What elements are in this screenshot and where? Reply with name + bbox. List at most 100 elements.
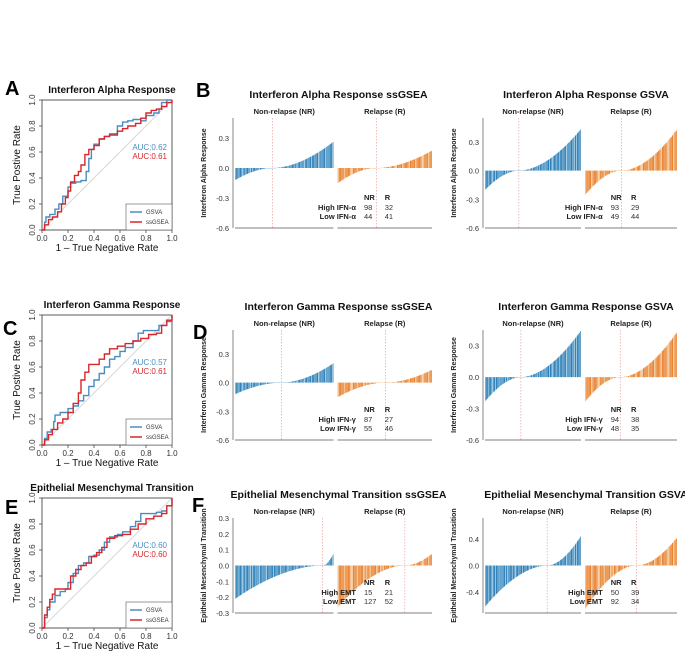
x-tick-label: 0.6 bbox=[114, 632, 126, 641]
bar-r bbox=[611, 377, 613, 379]
bar-nr bbox=[576, 335, 578, 378]
table-header-r: R bbox=[631, 578, 637, 587]
bar-r bbox=[608, 565, 611, 579]
bar-nr bbox=[288, 565, 290, 572]
bar-nr bbox=[314, 154, 316, 168]
bar-nr bbox=[250, 565, 251, 589]
bar-r bbox=[659, 555, 661, 566]
bar-nr bbox=[577, 334, 579, 378]
bar-r bbox=[663, 349, 665, 378]
bar-r bbox=[590, 377, 592, 396]
bar-nr bbox=[303, 160, 305, 168]
bar-nr bbox=[512, 377, 514, 379]
bar-nr bbox=[568, 142, 570, 171]
y-axis-label: True Postive Rate bbox=[12, 523, 23, 603]
bar-r bbox=[601, 170, 603, 179]
bar-nr bbox=[491, 377, 492, 395]
bar-nr bbox=[318, 151, 320, 168]
chart-title: Interferon Alpha Response bbox=[48, 85, 176, 96]
bar-nr bbox=[242, 168, 244, 176]
plot-frame bbox=[41, 497, 173, 629]
bar-nr bbox=[293, 164, 294, 168]
bar-r bbox=[373, 382, 375, 384]
bar-nr bbox=[489, 565, 490, 602]
bar-nr bbox=[540, 370, 542, 378]
bar-nr bbox=[562, 148, 564, 171]
bar-r bbox=[345, 382, 347, 393]
bar-r bbox=[397, 381, 399, 383]
bar-r bbox=[351, 565, 353, 593]
bar-r bbox=[596, 170, 598, 183]
y-tick-label: -0.3 bbox=[216, 407, 229, 416]
bar-r bbox=[346, 382, 348, 393]
bar-r bbox=[661, 147, 663, 171]
bar-nr bbox=[488, 565, 489, 603]
y-axis-label: Interferon Gamma Response bbox=[451, 337, 458, 433]
bar-r bbox=[656, 152, 658, 171]
bar-nr bbox=[542, 369, 544, 378]
bar-r bbox=[619, 565, 621, 572]
bar-nr bbox=[257, 565, 259, 585]
bar-nr bbox=[293, 381, 294, 383]
bar-r bbox=[425, 153, 427, 168]
bar-nr bbox=[264, 565, 266, 582]
bar-nr bbox=[518, 565, 519, 576]
bar-nr bbox=[528, 565, 529, 571]
bar-nr bbox=[572, 138, 573, 171]
bar-nr bbox=[291, 565, 292, 571]
bar-r bbox=[670, 544, 672, 566]
bar-r bbox=[655, 153, 657, 171]
bar-r bbox=[389, 565, 391, 569]
bar-nr bbox=[573, 340, 575, 378]
bar-nr bbox=[292, 381, 294, 383]
bar-nr bbox=[486, 565, 487, 605]
bar-nr bbox=[580, 331, 581, 378]
bar-r bbox=[596, 565, 598, 593]
bar-nr bbox=[266, 565, 267, 581]
y-axis-label: Epithelial Mesenchymal Transition bbox=[451, 508, 458, 622]
bar-nr bbox=[257, 382, 258, 387]
panel-letter-b: B bbox=[196, 80, 211, 102]
bar-nr bbox=[553, 361, 555, 378]
x-axis-label: 1 – True Negative Rate bbox=[56, 641, 159, 652]
bar-nr bbox=[264, 168, 266, 169]
bar-r bbox=[660, 148, 662, 171]
bar-r bbox=[426, 372, 428, 383]
bar-nr bbox=[514, 377, 516, 378]
legend-label-gsva: GSVA bbox=[146, 608, 162, 614]
bar-nr bbox=[258, 565, 260, 585]
y-tick-label: 0.8 bbox=[28, 335, 37, 347]
table-cell-r: 38 bbox=[631, 415, 639, 424]
bar-nr bbox=[485, 170, 487, 190]
y-tick-label: 0.2 bbox=[28, 596, 37, 608]
bar-nr bbox=[498, 377, 500, 388]
bar-r bbox=[639, 370, 641, 378]
bar-r bbox=[367, 565, 369, 580]
bar-r bbox=[588, 565, 590, 603]
bar-r bbox=[648, 562, 650, 566]
bar-nr bbox=[534, 565, 535, 568]
bar-nr bbox=[485, 377, 487, 401]
bar-r bbox=[637, 371, 640, 378]
table-header-nr: NR bbox=[611, 405, 622, 414]
bar-r bbox=[394, 565, 396, 567]
bar-nr bbox=[317, 152, 319, 168]
bar-nr bbox=[513, 565, 514, 579]
bar-r bbox=[606, 377, 608, 382]
bar-nr bbox=[549, 364, 551, 378]
bar-r bbox=[367, 168, 369, 169]
bar-nr bbox=[562, 558, 563, 566]
bar-r bbox=[653, 155, 655, 171]
table-cell-nr: 87 bbox=[364, 415, 372, 424]
bar-nr bbox=[247, 565, 249, 591]
bar-nr bbox=[243, 382, 244, 391]
bar-r bbox=[412, 377, 414, 383]
bar-nr bbox=[570, 550, 571, 566]
roc-curve-gsva bbox=[42, 315, 173, 446]
bar-nr bbox=[547, 159, 549, 171]
bar-nr bbox=[568, 142, 569, 171]
panel-letter-a: A bbox=[5, 78, 20, 100]
bar-nr bbox=[253, 565, 255, 587]
bar-nr bbox=[297, 162, 299, 168]
bar-nr bbox=[495, 377, 497, 390]
